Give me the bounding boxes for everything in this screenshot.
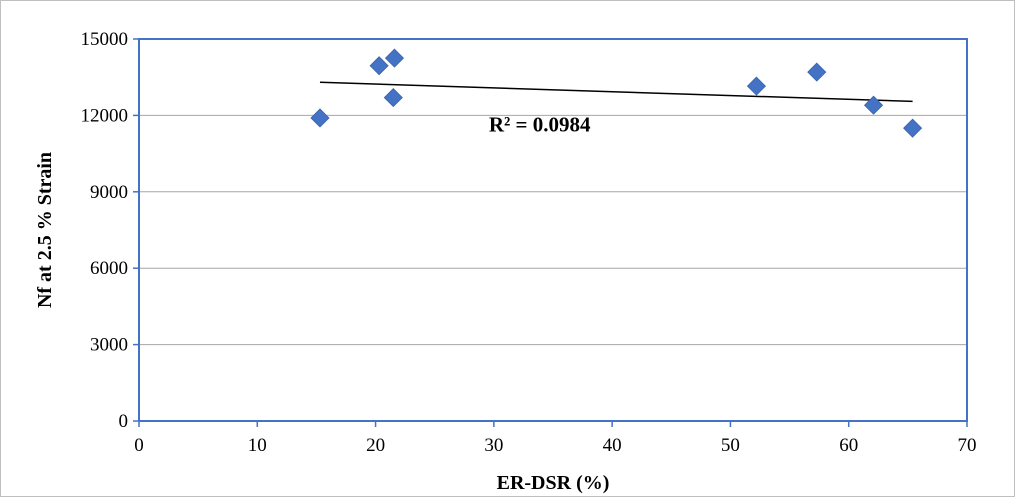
data-point-diamond <box>384 48 405 68</box>
x-tick-label: 0 <box>134 435 144 456</box>
y-tick-label: 9000 <box>90 182 128 203</box>
axis-ticks: 0 3000 6000 9000 12000 15000 0 10 20 30 40 50 60 70 <box>81 29 977 456</box>
x-tick-label: 20 <box>366 435 385 456</box>
y-axis-title: Nf at 2.5 % Strain <box>34 152 56 308</box>
y-tick-label: 6000 <box>90 258 128 279</box>
data-points <box>310 48 923 138</box>
gridlines <box>139 114 967 346</box>
y-tick-label: 0 <box>119 411 129 432</box>
plot-area <box>138 38 968 422</box>
data-point-diamond <box>807 62 827 82</box>
x-tick-label: 50 <box>721 435 740 456</box>
x-tick-label: 30 <box>484 435 503 456</box>
data-point-diamond <box>863 95 884 115</box>
y-tick-label: 15000 <box>81 29 129 50</box>
x-axis-title: ER-DSR (%) <box>497 472 610 494</box>
y-tick-label: 3000 <box>90 335 128 356</box>
y-tick-label: 12000 <box>81 105 129 126</box>
trendline-layer <box>319 81 913 103</box>
x-tick-label: 70 <box>958 435 977 456</box>
x-tick-label: 10 <box>248 435 267 456</box>
data-point-diamond <box>369 56 389 76</box>
r-squared-annotation: R² = 0.0984 <box>489 112 591 136</box>
data-point-diamond <box>746 76 767 96</box>
linear-trendline <box>319 81 913 103</box>
data-point-diamond <box>310 108 330 128</box>
data-point-diamond <box>903 118 923 138</box>
x-tick-label: 60 <box>839 435 858 456</box>
data-point-diamond <box>383 88 403 108</box>
x-tick-label: 40 <box>603 435 622 456</box>
